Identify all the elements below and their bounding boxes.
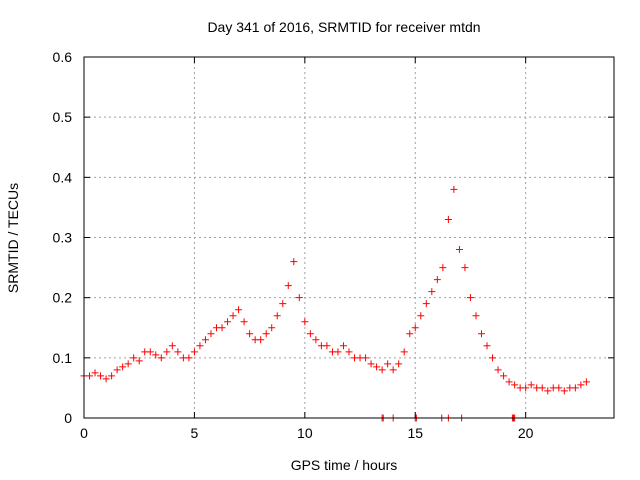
- data-point: [190, 348, 198, 356]
- data-point: [489, 354, 497, 362]
- x-tick-label: 15: [407, 425, 423, 441]
- y-tick-label: 0.2: [53, 290, 73, 306]
- data-point: [367, 360, 375, 368]
- data-point: [362, 354, 370, 362]
- y-axis-label: SRMTID / TECUs: [5, 183, 21, 293]
- data-point: [86, 372, 94, 380]
- data-point: [400, 348, 408, 356]
- y-tick-label: 0.4: [53, 169, 73, 185]
- y-tick-label: 0.6: [53, 49, 73, 65]
- x-axis-label: GPS time / hours: [291, 457, 398, 473]
- data-point: [295, 294, 303, 302]
- data-point: [240, 318, 248, 326]
- x-tick-label: 10: [297, 425, 313, 441]
- data-point: [339, 342, 347, 350]
- data-point: [97, 372, 105, 380]
- data-point: [527, 381, 535, 389]
- data-point: [571, 384, 579, 392]
- data-point: [113, 366, 121, 374]
- data-point: [279, 300, 287, 308]
- data-point: [411, 324, 419, 332]
- y-tick-label: 0.1: [53, 350, 73, 366]
- data-point: [511, 381, 519, 389]
- data-point: [334, 348, 342, 356]
- data-point: [389, 366, 397, 374]
- data-point: [555, 384, 563, 392]
- data-point: [483, 342, 491, 350]
- data-point: [119, 363, 127, 371]
- data-point: [108, 372, 116, 380]
- data-point: [163, 348, 171, 356]
- data-point: [560, 387, 568, 395]
- chart-title: Day 341 of 2016, SRMTID for receiver mtd…: [207, 19, 480, 35]
- data-point: [306, 330, 314, 338]
- data-point: [522, 384, 530, 392]
- data-point: [157, 354, 165, 362]
- data-point: [290, 258, 298, 266]
- data-point: [91, 369, 99, 377]
- data-point: [262, 330, 270, 338]
- data-point: [384, 360, 392, 368]
- data-point: [146, 348, 154, 356]
- data-point: [246, 330, 254, 338]
- data-point: [102, 375, 110, 383]
- data-point: [538, 384, 546, 392]
- data-point: [494, 366, 502, 374]
- data-point: [218, 324, 226, 332]
- x-tick-label: 0: [80, 425, 88, 441]
- data-point: [450, 185, 458, 193]
- data-point: [323, 342, 331, 350]
- data-point: [268, 324, 276, 332]
- data-point: [229, 312, 237, 320]
- data-point: [433, 276, 441, 284]
- data-point: [500, 372, 508, 380]
- data-point: [185, 354, 193, 362]
- data-point: [444, 215, 452, 223]
- data-point: [196, 342, 204, 350]
- data-point: [135, 357, 143, 365]
- y-tick-label: 0: [64, 410, 72, 426]
- data-point: [466, 294, 474, 302]
- data-point: [168, 342, 176, 350]
- data-point: [207, 330, 215, 338]
- x-tick-label: 20: [518, 425, 534, 441]
- data-point: [224, 318, 232, 326]
- data-point: [235, 306, 243, 314]
- data-point: [544, 387, 552, 395]
- data-point: [284, 282, 292, 290]
- data-point: [152, 351, 160, 359]
- data-point: [582, 378, 590, 386]
- data-point: [422, 300, 430, 308]
- data-point: [378, 366, 386, 374]
- y-tick-label: 0.5: [53, 109, 73, 125]
- data-point: [395, 360, 403, 368]
- data-point: [461, 264, 469, 272]
- data-point: [406, 330, 414, 338]
- data-point: [417, 312, 425, 320]
- data-point: [124, 360, 132, 368]
- data-point: [455, 246, 463, 254]
- data-point: [345, 348, 353, 356]
- data-point: [301, 318, 309, 326]
- grid: [84, 57, 614, 418]
- data-point: [201, 336, 209, 344]
- data-point: [273, 312, 281, 320]
- data-point: [174, 348, 182, 356]
- axis-ticks: 0 5 10 15 20 0 0.1 0.2 0.3 0.4 0.5 0.6: [53, 49, 614, 441]
- data-points: [80, 185, 590, 422]
- data-point: [257, 336, 265, 344]
- data-point: [439, 264, 447, 272]
- x-tick-label: 5: [191, 425, 199, 441]
- data-point: [478, 330, 485, 338]
- data-point: [312, 336, 320, 344]
- data-point: [130, 354, 138, 362]
- y-tick-label: 0.3: [53, 230, 73, 246]
- data-point: [428, 288, 436, 296]
- data-point: [373, 363, 381, 371]
- data-point: [577, 381, 585, 389]
- data-point: [472, 312, 480, 320]
- data-point: [505, 378, 513, 386]
